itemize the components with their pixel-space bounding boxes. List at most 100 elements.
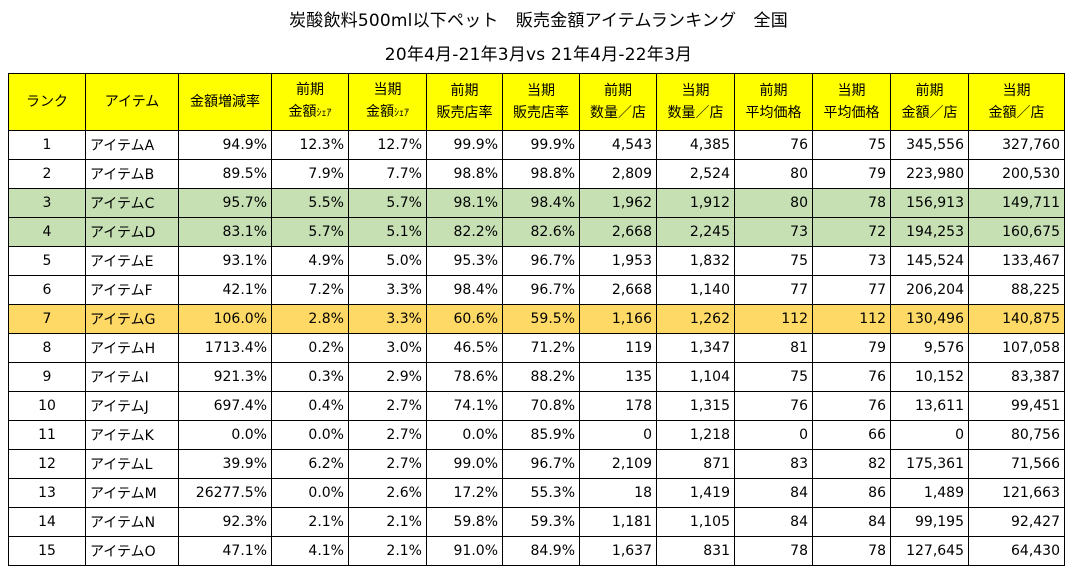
col-header-sales-change: 金額増減率 [178,73,272,131]
value-cell: 91.0% [426,536,503,566]
value-cell: 145,524 [890,246,969,276]
value-cell: 345,556 [890,130,969,160]
value-cell: 133,467 [968,246,1065,276]
value-cell: 175,361 [890,449,969,479]
value-cell: 3.3% [348,304,427,334]
value-cell: 5.0% [348,246,427,276]
rank-cell: 3 [8,188,86,218]
header-row: ランク アイテム 金額増減率 前期 金額ｼｪｱ 当期 金額ｼｪｱ 前期 販売店率 当期… [8,73,1065,131]
rank-cell: 2 [8,159,86,189]
report-title: 炭酸飲料500ml以下ペット 販売金額アイテムランキング 全国 [289,11,788,31]
value-cell: 92,427 [968,507,1065,537]
value-cell: 95.7% [178,188,272,218]
table-row: 9 アイテムI 921.3% 0.3% 2.9% 78.6% 88.2% 135 1,104 75… [8,362,1065,392]
value-cell: 98.1% [426,188,503,218]
value-cell: 59.8% [426,507,503,537]
col-header-prev-share: 前期 金額ｼｪｱ [271,73,349,131]
value-cell: 88.2% [502,362,580,392]
value-cell: 99.0% [426,449,503,479]
value-cell: 70.8% [502,391,580,421]
value-cell: 1,140 [656,275,735,305]
value-cell: 121,663 [968,478,1065,508]
value-cell: 84 [812,507,891,537]
value-cell: 178 [579,391,657,421]
col-header-curr-store-rate: 当期 販売店率 [502,73,580,131]
value-cell: 149,711 [968,188,1065,218]
value-cell: 921.3% [178,362,272,392]
value-cell: 2,668 [579,217,657,247]
value-cell: 130,496 [890,304,969,334]
value-cell: 17.2% [426,478,503,508]
value-cell: 2.6% [348,478,427,508]
value-cell: 4.9% [271,246,349,276]
value-cell: 96.7% [502,246,580,276]
value-cell: 80 [734,159,813,189]
table-row: 6 アイテムF 42.1% 7.2% 3.3% 98.4% 96.7% 2,668 1,140 7… [8,275,1065,305]
value-cell: 2,668 [579,275,657,305]
value-cell: 6.2% [271,449,349,479]
ranking-table: ランク アイテム 金額増減率 前期 金額ｼｪｱ 当期 金額ｼｪｱ 前期 販売店率 当期… [8,73,1065,566]
rank-cell: 11 [8,420,86,450]
value-cell: 95.3% [426,246,503,276]
value-cell: 9,576 [890,333,969,363]
rank-cell: 8 [8,333,86,363]
value-cell: 1,637 [579,536,657,566]
item-name-cell: アイテムM [85,478,179,508]
table-row: 12 アイテムL 39.9% 6.2% 2.7% 99.0% 96.7% 2,109 871 83… [8,449,1065,479]
value-cell: 3.3% [348,275,427,305]
value-cell: 80,756 [968,420,1065,450]
value-cell: 66 [812,420,891,450]
value-cell: 80 [734,188,813,218]
value-cell: 200,530 [968,159,1065,189]
value-cell: 1,419 [656,478,735,508]
value-cell: 89.5% [178,159,272,189]
rank-cell: 9 [8,362,86,392]
value-cell: 96.7% [502,275,580,305]
value-cell: 160,675 [968,217,1065,247]
value-cell: 194,253 [890,217,969,247]
value-cell: 99,451 [968,391,1065,421]
value-cell: 7.2% [271,275,349,305]
value-cell: 0.0% [271,478,349,508]
value-cell: 2,809 [579,159,657,189]
value-cell: 12.7% [348,130,427,160]
rank-cell: 6 [8,275,86,305]
value-cell: 1713.4% [178,333,272,363]
value-cell: 2.7% [348,391,427,421]
value-cell: 88,225 [968,275,1065,305]
value-cell: 697.4% [178,391,272,421]
col-header-rank: ランク [8,73,86,131]
value-cell: 98.8% [502,159,580,189]
table-body: 1 アイテムA 94.9% 12.3% 12.7% 99.9% 99.9% 4,543 4,38… [8,130,1065,566]
table-row: 8 アイテムH 1713.4% 0.2% 3.0% 46.5% 71.2% 119 1,347 8… [8,333,1065,363]
col-header-prev-sales-per-store: 前期 金額／店 [890,73,969,131]
item-name-cell: アイテムH [85,333,179,363]
value-cell: 1,166 [579,304,657,334]
table-row: 14 アイテムN 92.3% 2.1% 2.1% 59.8% 59.3% 1,181 1,105… [8,507,1065,537]
value-cell: 94.9% [178,130,272,160]
col-header-prev-qty-per-store: 前期 数量／店 [579,73,657,131]
value-cell: 72 [812,217,891,247]
item-name-cell: アイテムO [85,536,179,566]
value-cell: 2.7% [348,420,427,450]
item-name-cell: アイテムL [85,449,179,479]
value-cell: 46.5% [426,333,503,363]
value-cell: 98.4% [502,188,580,218]
value-cell: 0.2% [271,333,349,363]
value-cell: 81 [734,333,813,363]
value-cell: 119 [579,333,657,363]
value-cell: 83 [734,449,813,479]
value-cell: 79 [812,159,891,189]
value-cell: 59.5% [502,304,580,334]
value-cell: 5.1% [348,217,427,247]
value-cell: 0 [890,420,969,450]
value-cell: 78 [812,536,891,566]
value-cell: 112 [734,304,813,334]
col-header-curr-share: 当期 金額ｼｪｱ [348,73,427,131]
value-cell: 59.3% [502,507,580,537]
col-header-prev-avg-price: 前期 平均価格 [734,73,813,131]
rank-cell: 10 [8,391,86,421]
value-cell: 98.8% [426,159,503,189]
value-cell: 106.0% [178,304,272,334]
value-cell: 327,760 [968,130,1065,160]
